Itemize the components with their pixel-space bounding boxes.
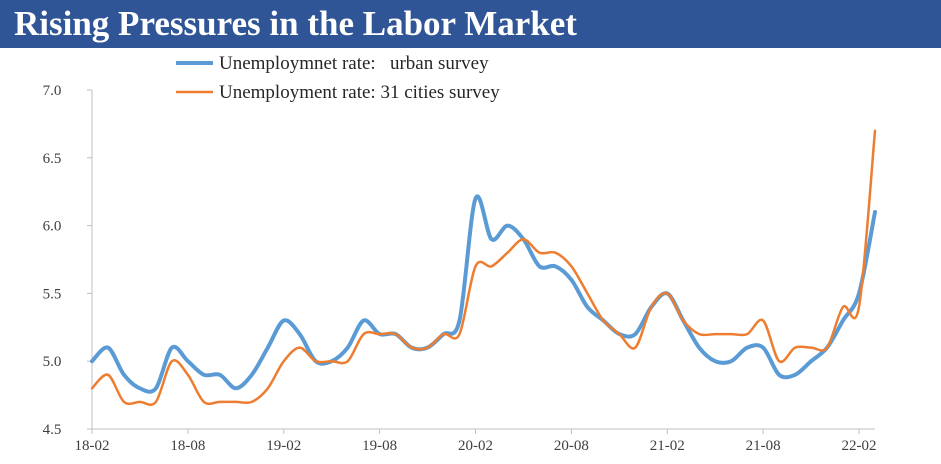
series-line-1 bbox=[90, 194, 877, 394]
x-tick-label: 18-02 bbox=[75, 438, 110, 454]
line-chart: 4.5 5.0 5.5 6.0 6.5 7.0 18-02 18-08 19-02 19-08 20… bbox=[43, 53, 877, 454]
y-tick-label: 5.0 bbox=[43, 354, 62, 370]
x-tick-label: 21-02 bbox=[650, 438, 685, 454]
y-tick-label: 4.5 bbox=[43, 422, 62, 438]
chart-axes: 4.5 5.0 5.5 6.0 6.5 7.0 18-02 18-08 19-02 19-08 20… bbox=[43, 83, 877, 454]
x-tick-label: 20-08 bbox=[554, 438, 589, 454]
x-tick-label: 19-08 bbox=[362, 438, 397, 454]
legend-label-1: Unemploymnet rate: urban survey bbox=[219, 53, 489, 74]
page-title: Rising Pressures in the Labor Market bbox=[14, 4, 577, 43]
y-tick-label: 6.5 bbox=[43, 151, 62, 167]
title-bar: Rising Pressures in the Labor Market bbox=[0, 0, 941, 48]
legend-label-2: Unemployment rate: 31 cities survey bbox=[219, 82, 500, 103]
x-tick-label: 21-08 bbox=[746, 438, 781, 454]
x-tick-label: 20-02 bbox=[458, 438, 493, 454]
series-line-2 bbox=[90, 129, 877, 407]
y-tick-label: 5.5 bbox=[43, 286, 62, 302]
y-tick-label: 7.0 bbox=[43, 83, 62, 99]
chart-series bbox=[90, 129, 877, 407]
x-tick-label: 22-02 bbox=[842, 438, 877, 454]
chart-legend: Unemploymnet rate: urban survey Unemploym… bbox=[176, 53, 500, 103]
x-tick-label: 18-08 bbox=[170, 438, 205, 454]
x-tick-label: 19-02 bbox=[266, 438, 301, 454]
y-tick-label: 6.0 bbox=[43, 219, 62, 235]
